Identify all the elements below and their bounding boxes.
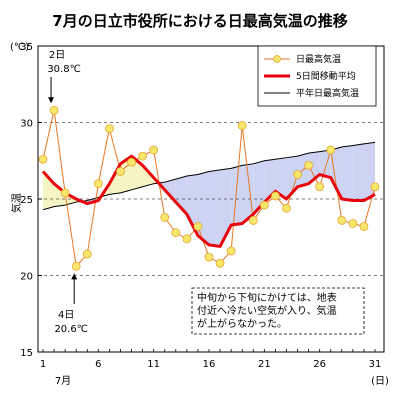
legend-label-daily-max: 日最高気温 [296, 53, 341, 65]
fill-below-normal-22 [275, 157, 287, 199]
daily-max-point-day-21 [259, 200, 269, 210]
x-tick-label-21: 21 [258, 359, 271, 370]
y-tick-label-25: 25 [20, 195, 33, 206]
y-tick-label-30: 30 [20, 119, 33, 130]
fill-below-normal-17 [220, 168, 232, 247]
fill-below-normal-20 [253, 160, 265, 215]
daily-max-point-day-12 [160, 212, 170, 222]
series-line-5day-moving-average [41, 154, 376, 248]
x-tick-label-6: 6 [95, 359, 101, 370]
annotation-value-2: 30.8℃ [47, 64, 81, 75]
legend-label-moving-avg: 5日間移動平均 [296, 70, 356, 82]
daily-max-point-day-14 [182, 234, 192, 244]
daily-max-point-day-10 [138, 151, 148, 161]
daily-max-point-day-20 [248, 216, 258, 225]
annotations: 2日 30.8℃ 4日 20.6℃ [47, 50, 88, 335]
y-tick-label-20: 20 [20, 272, 33, 283]
month-label: 7月 [55, 375, 71, 387]
series-layer [38, 105, 380, 271]
daily-max-point-day-3 [60, 188, 70, 198]
note-box: 中旬から下旬にかけては、地表 付近へ冷たい空気が入り、気温 が上がらなかった。 [191, 287, 365, 335]
legend: 日最高気温 5日間移動平均 平年日最高気温 [257, 45, 377, 107]
daily-max-point-day-13 [171, 228, 181, 238]
series-line-normal-max-temp [42, 141, 376, 211]
daily-max-point-day-26 [315, 182, 325, 192]
x-tick-label-1: 1 [40, 359, 46, 370]
annotation-day-2: 2日 [49, 50, 65, 61]
gridlines [38, 122, 384, 276]
daily-max-point-day-23 [282, 203, 291, 213]
x-tick-label-26: 26 [313, 359, 326, 370]
daily-max-point-day-5 [82, 249, 92, 259]
daily-max-point-day-19 [237, 121, 247, 130]
fill-below-normal-27 [330, 146, 342, 199]
daily-max-point-day-11 [149, 145, 159, 155]
note-line-2: 付近へ冷たい空気が入り、気温 [197, 304, 337, 317]
y-tick-label-15: 15 [20, 348, 33, 359]
daily-max-point-day-22 [270, 191, 280, 201]
y-unit-label: (℃) [10, 42, 29, 53]
daily-max-point-day-27 [326, 145, 336, 155]
daily-max-point-day-2 [49, 105, 59, 115]
annotation-value-4: 20.6℃ [54, 324, 88, 335]
x-tick-label-31: 31 [369, 359, 382, 370]
daily-max-point-day-31 [370, 182, 380, 192]
fill-below-normal-21 [264, 159, 276, 203]
x-unit-label: (日) [371, 376, 389, 387]
note-line-1: 中旬から下旬にかけては、地表 [197, 291, 337, 304]
daily-max-point-day-28 [337, 216, 347, 225]
y-axis-label: 気温 [10, 193, 23, 213]
daily-max-point-day-6 [93, 179, 103, 189]
daily-max-point-day-9 [127, 157, 136, 167]
daily-max-point-day-17 [215, 258, 225, 268]
fill-below-normal-14 [186, 174, 198, 236]
daily-max-point-day-29 [348, 219, 358, 228]
x-axis-ticks: 1 6 11 16 21 26 31 [40, 349, 382, 370]
fill-below-normal-12 [164, 179, 176, 203]
fill-below-normal-18 [231, 165, 243, 226]
daily-max-point-day-18 [226, 246, 236, 256]
annotation-day-4: 4日 [58, 310, 74, 321]
x-tick-label-11: 11 [147, 359, 160, 370]
fill-below-normal-26 [319, 150, 331, 178]
daily-max-point-day-8 [116, 167, 125, 176]
fill-above-normal-10 [142, 165, 154, 187]
x-tick-label-16: 16 [203, 359, 216, 370]
daily-max-point-day-30 [359, 222, 369, 231]
annotation-arrow-head-4 [71, 273, 78, 280]
fill-below-normal-16 [209, 169, 221, 247]
fill-below-normal-29 [352, 143, 364, 201]
daily-max-point-day-24 [293, 170, 302, 179]
y-tick-label-35: 35 [20, 42, 33, 53]
legend-marker-daily-max [273, 55, 281, 63]
daily-max-point-day-15 [193, 222, 203, 231]
normal-deviation-fills [43, 142, 375, 247]
fill-below-normal-15 [197, 171, 209, 245]
fill-above-normal-2 [54, 183, 66, 207]
y-axis-ticks: 15 20 25 30 35 [20, 42, 42, 359]
annotation-arrow-head-2 [48, 97, 55, 104]
note-frame [191, 287, 365, 335]
note-line-3: が上がらなかった。 [197, 317, 287, 330]
daily-max-point-day-7 [105, 124, 114, 134]
daily-max-point-day-1 [38, 154, 48, 164]
daily-max-point-day-25 [304, 160, 314, 170]
chart-title: 7月の日立市役所における日最高気温の推移 [52, 12, 347, 30]
fill-below-normal-19 [242, 163, 254, 224]
legend-label-normal: 平年日最高気温 [296, 87, 359, 99]
daily-max-point-day-16 [204, 252, 214, 262]
fill-below-normal-28 [341, 145, 353, 201]
daily-max-point-day-4 [71, 261, 81, 271]
